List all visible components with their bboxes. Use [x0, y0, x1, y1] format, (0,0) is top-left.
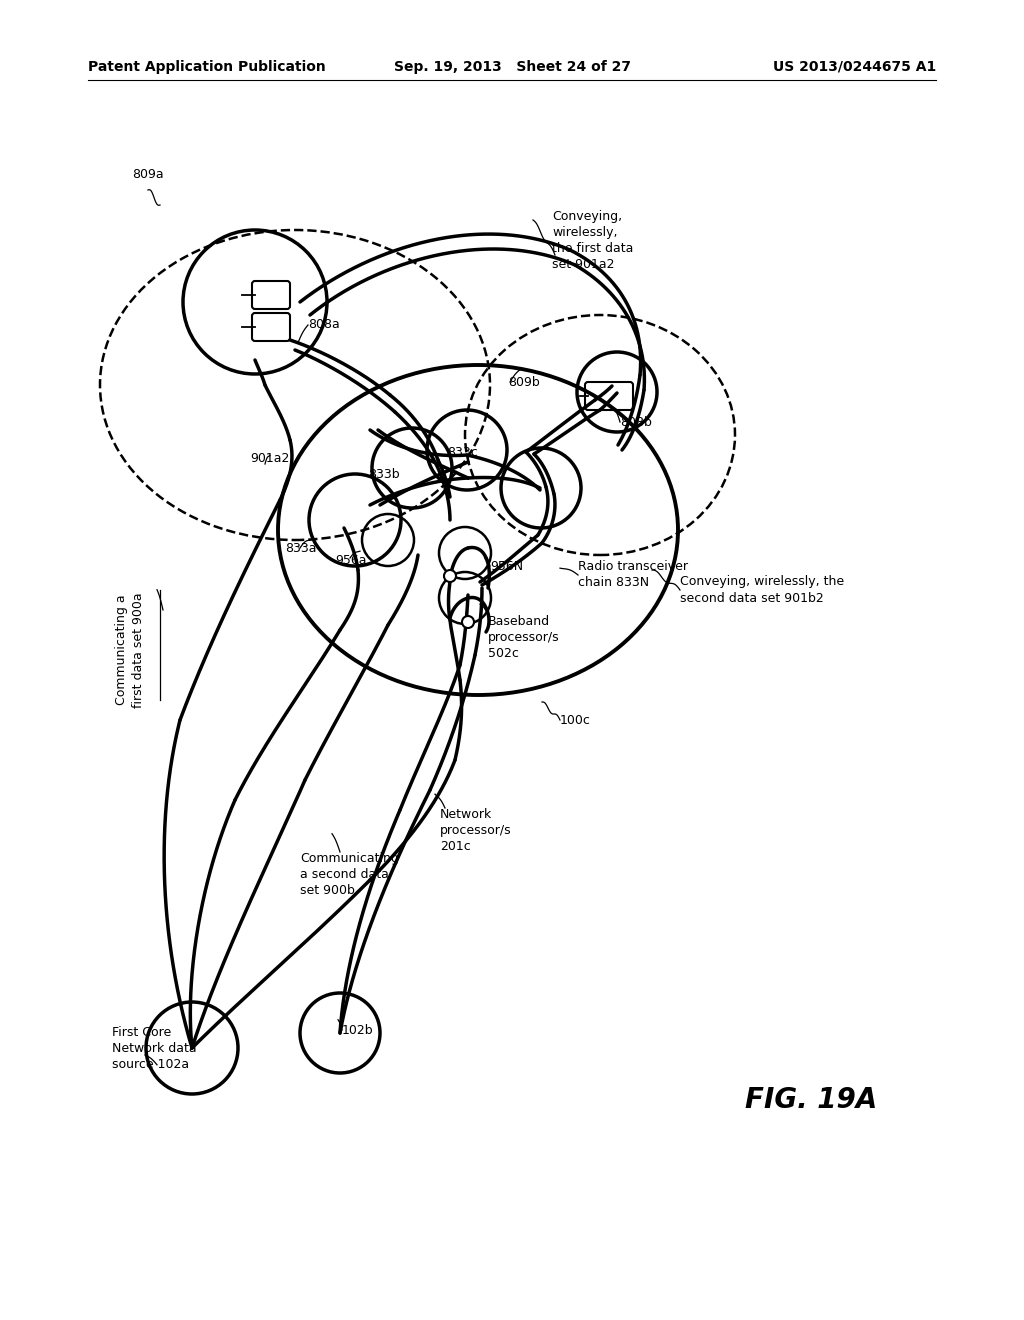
Text: First Core
Network data
source 102a: First Core Network data source 102a [112, 1026, 197, 1071]
Text: Network
processor/s
201c: Network processor/s 201c [440, 808, 512, 853]
Text: 833b: 833b [368, 469, 399, 482]
Text: FIG. 19A: FIG. 19A [745, 1086, 878, 1114]
Text: 833a: 833a [285, 541, 316, 554]
Text: 956N: 956N [490, 560, 523, 573]
Text: 808b: 808b [620, 416, 652, 429]
Text: 901a2: 901a2 [250, 451, 290, 465]
Text: Conveying, wirelessly, the
second data set 901b2: Conveying, wirelessly, the second data s… [680, 576, 844, 605]
Text: 102b: 102b [342, 1023, 374, 1036]
Text: US 2013/0244675 A1: US 2013/0244675 A1 [773, 59, 936, 74]
Text: Patent Application Publication: Patent Application Publication [88, 59, 326, 74]
Text: 808a: 808a [308, 318, 340, 331]
Text: 833c: 833c [447, 446, 478, 458]
Text: 100c: 100c [560, 714, 591, 726]
Text: Communicating a
first data set 900a: Communicating a first data set 900a [116, 593, 144, 708]
Text: Communicating
a second data
set 900b: Communicating a second data set 900b [300, 851, 399, 898]
Text: Radio transceiver
chain 833N: Radio transceiver chain 833N [578, 561, 688, 590]
Text: 809a: 809a [132, 169, 164, 181]
Circle shape [444, 570, 456, 582]
Text: 809b: 809b [508, 375, 540, 388]
Text: Baseband
processor/s
502c: Baseband processor/s 502c [488, 615, 560, 660]
Text: Sep. 19, 2013   Sheet 24 of 27: Sep. 19, 2013 Sheet 24 of 27 [393, 59, 631, 74]
Text: 956a: 956a [335, 553, 367, 566]
Text: Conveying,
wirelessly,
the first data
set 901a2: Conveying, wirelessly, the first data se… [552, 210, 634, 271]
Circle shape [462, 616, 474, 628]
